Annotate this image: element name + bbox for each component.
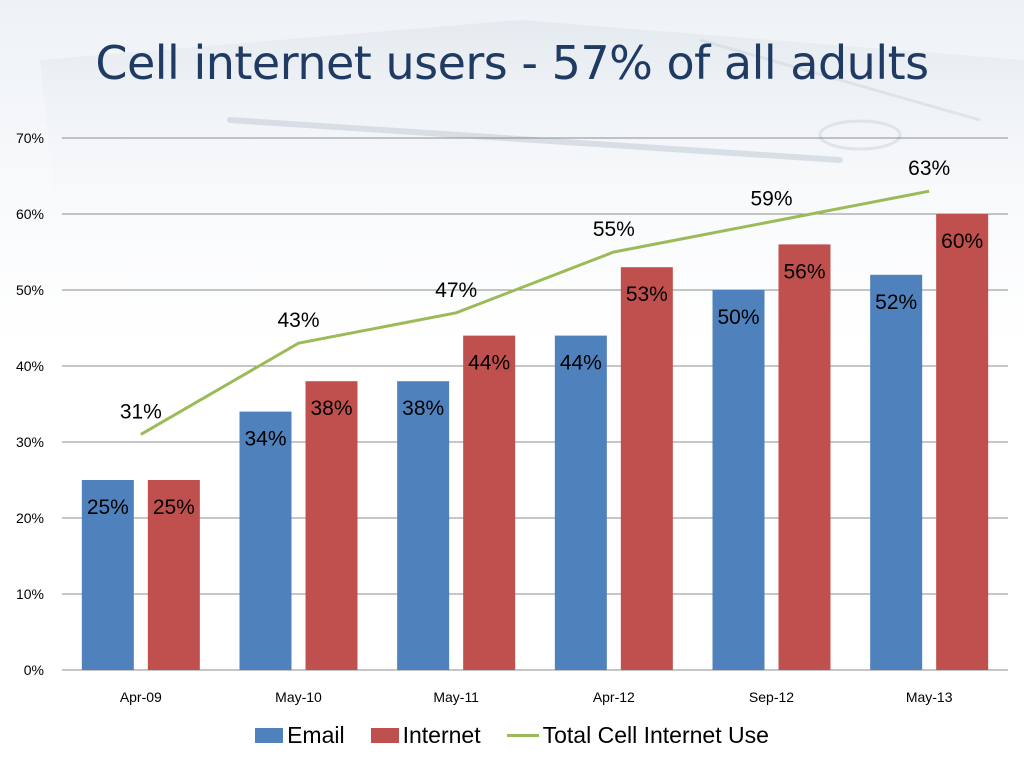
y-tick-label: 30% xyxy=(16,434,44,450)
y-tick-label: 40% xyxy=(16,358,44,374)
bar-email xyxy=(239,411,292,670)
data-label: 63% xyxy=(908,157,950,180)
y-tick-label: 60% xyxy=(16,206,44,222)
bar-internet xyxy=(147,480,200,670)
data-label: 38% xyxy=(310,397,352,420)
data-label: 56% xyxy=(783,260,825,283)
y-tick-label: 70% xyxy=(16,130,44,146)
data-label: 44% xyxy=(468,352,510,375)
bar-internet xyxy=(305,381,358,670)
bar-email xyxy=(81,480,134,670)
slide-title: Cell internet users - 57% of all adults xyxy=(95,36,929,90)
legend-swatch-email xyxy=(255,728,284,743)
data-label: 55% xyxy=(593,218,635,241)
data-label: 50% xyxy=(717,306,759,329)
y-tick-label: 50% xyxy=(16,282,44,298)
data-label: 47% xyxy=(435,279,477,302)
y-tick-label: 0% xyxy=(24,662,44,678)
data-label: 44% xyxy=(560,352,602,375)
x-tick-label: May-13 xyxy=(906,689,953,705)
bar-internet xyxy=(620,267,673,670)
legend-label-total: Total Cell Internet Use xyxy=(542,722,769,748)
data-label: 38% xyxy=(402,397,444,420)
legend-label-internet: Internet xyxy=(402,722,481,748)
x-tick-label: May-11 xyxy=(433,689,479,705)
legend-swatch-internet xyxy=(370,728,399,743)
bar-email xyxy=(712,290,765,670)
data-label: 43% xyxy=(277,309,319,332)
bar-internet xyxy=(463,335,516,670)
data-label: 25% xyxy=(153,496,195,519)
x-tick-label: Apr-12 xyxy=(593,689,635,705)
data-label: 25% xyxy=(87,496,129,519)
y-tick-label: 10% xyxy=(16,586,44,602)
data-label: 60% xyxy=(941,230,983,253)
data-label: 53% xyxy=(626,283,668,306)
legend-swatch-total xyxy=(506,734,539,737)
x-tick-label: Apr-09 xyxy=(120,689,162,705)
legend-label-email: Email xyxy=(287,722,345,748)
bar-internet xyxy=(778,244,831,670)
bar-email xyxy=(397,381,450,670)
data-label: 34% xyxy=(244,428,286,451)
legend: Email Internet Total Cell Internet Use xyxy=(0,722,1024,749)
legend-item-email: Email xyxy=(255,722,345,749)
x-tick-label: May-10 xyxy=(275,689,322,705)
data-label: 59% xyxy=(750,188,792,211)
data-label: 52% xyxy=(875,291,917,314)
data-label: 31% xyxy=(120,400,162,423)
line-total-cell-internet-use xyxy=(140,189,930,436)
legend-item-total: Total Cell Internet Use xyxy=(506,722,769,749)
bar-internet xyxy=(936,214,989,670)
legend-item-internet: Internet xyxy=(370,722,481,749)
x-tick-label: Sep-12 xyxy=(749,689,794,705)
y-tick-label: 20% xyxy=(16,510,44,526)
bar-email xyxy=(554,335,607,670)
bar-email xyxy=(870,274,923,670)
